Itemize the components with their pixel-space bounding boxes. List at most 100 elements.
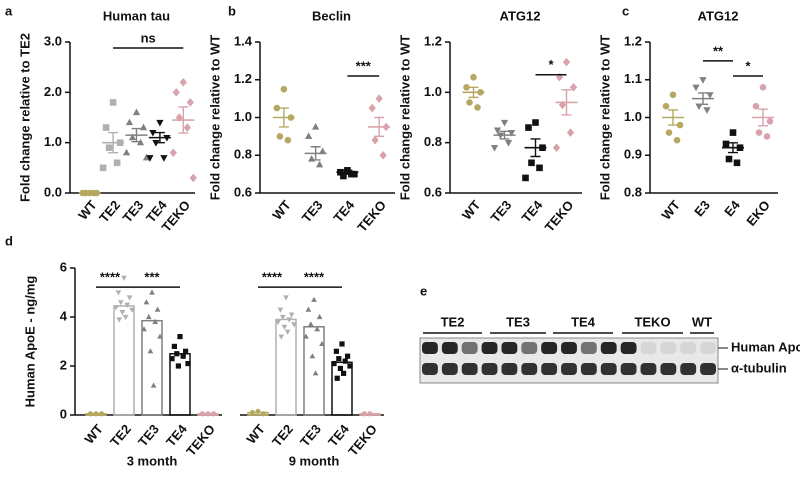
point: [665, 129, 673, 136]
point: [132, 108, 141, 116]
y-axis-label: Fold change relative to WT: [597, 35, 612, 200]
point: [507, 129, 516, 137]
chart-title: Beclin: [312, 8, 351, 23]
x-tick-label: TE4: [519, 197, 546, 225]
band: [620, 363, 637, 375]
band: [680, 342, 697, 354]
point: [105, 144, 113, 151]
point: [119, 310, 126, 316]
significance-label: ****: [262, 270, 283, 285]
point: [536, 164, 543, 172]
point: [525, 124, 532, 131]
band: [700, 363, 716, 375]
point: [371, 135, 379, 145]
point: [311, 296, 317, 302]
point: [307, 155, 316, 162]
error-bar: [278, 107, 289, 128]
band: [620, 342, 637, 354]
error-bar: [310, 146, 321, 161]
point: [174, 351, 180, 357]
y-tick-label: 1.2: [234, 71, 252, 86]
point: [307, 321, 314, 327]
point: [102, 124, 110, 131]
point: [532, 119, 539, 126]
bar: [275, 318, 297, 416]
point: [291, 322, 297, 328]
error-bar: [728, 142, 738, 154]
point: [152, 318, 159, 324]
point: [337, 365, 343, 372]
row-label: α-tubulin: [731, 360, 787, 375]
point: [281, 324, 288, 330]
panel-letter: c: [622, 3, 629, 18]
error-bar: [342, 169, 353, 175]
point: [347, 363, 353, 369]
point: [662, 102, 670, 110]
point: [725, 155, 733, 163]
point: [669, 91, 677, 99]
point: [562, 57, 571, 67]
error-bar: [108, 131, 119, 154]
point: [493, 127, 502, 135]
point: [149, 289, 155, 295]
significance-label: **: [713, 43, 724, 58]
error-bar: [374, 116, 385, 138]
point: [183, 348, 189, 354]
point: [309, 353, 316, 359]
point: [284, 329, 291, 335]
point: [379, 150, 387, 160]
x-tick-label: TE2: [107, 421, 134, 449]
point: [763, 133, 771, 140]
point: [273, 104, 281, 112]
point: [722, 140, 730, 148]
point: [303, 333, 309, 339]
y-axis-label: Human ApoE - ng/mg: [22, 276, 37, 408]
error-bar: [131, 127, 142, 143]
point: [331, 360, 337, 367]
point: [470, 73, 477, 81]
point: [566, 128, 575, 137]
point: [156, 119, 164, 127]
point: [143, 299, 150, 305]
panel-letter: b: [228, 3, 236, 18]
point: [474, 104, 481, 111]
band: [660, 363, 677, 375]
significance-label: ****: [304, 270, 325, 285]
y-tick-label: 4: [60, 308, 68, 323]
point: [755, 129, 763, 136]
y-tick-label: 1.4: [234, 33, 253, 48]
point: [150, 382, 157, 388]
point: [522, 174, 529, 182]
point: [283, 295, 289, 301]
point: [368, 103, 376, 113]
point: [318, 147, 327, 155]
panel-letter: d: [5, 233, 13, 248]
x-tick-label: TEKO: [542, 197, 577, 234]
point: [278, 334, 285, 340]
point: [766, 117, 774, 125]
point: [186, 98, 194, 107]
group-label: 9 month: [289, 453, 340, 468]
point: [169, 148, 177, 158]
band: [461, 342, 478, 354]
point: [319, 340, 325, 347]
point: [146, 155, 154, 162]
y-tick-label: 0.6: [424, 184, 442, 199]
y-tick-label: 2: [60, 357, 67, 372]
y-tick-label: 1.1: [624, 71, 642, 86]
point: [759, 84, 767, 91]
x-tick-label: TE3: [120, 197, 147, 225]
band: [441, 342, 458, 354]
y-tick-label: 6: [60, 259, 67, 274]
y-tick-label: 1.0: [424, 84, 442, 99]
point: [177, 334, 183, 340]
point: [276, 133, 284, 140]
y-tick-label: 3.0: [44, 33, 62, 48]
point: [169, 356, 175, 362]
y-tick-label: 1.0: [234, 109, 252, 124]
point: [171, 343, 177, 349]
lane-label: TE4: [571, 314, 596, 329]
point: [288, 312, 295, 318]
point: [305, 306, 312, 312]
point: [99, 164, 107, 172]
